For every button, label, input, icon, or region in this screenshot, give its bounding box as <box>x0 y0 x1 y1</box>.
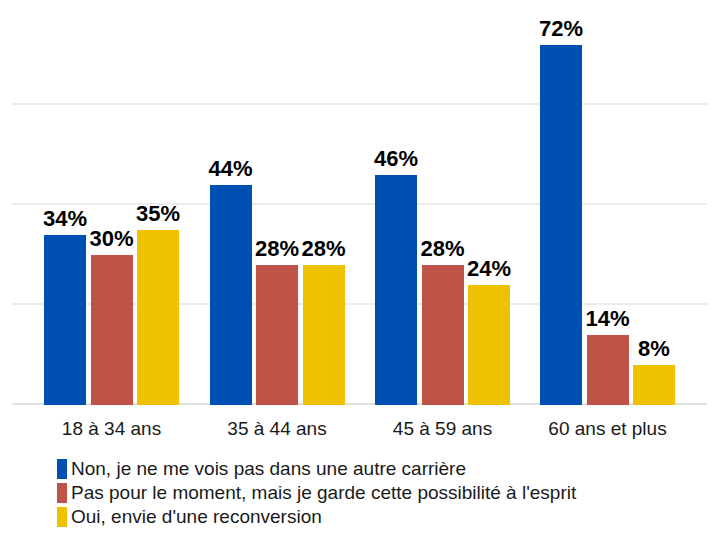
legend-swatch <box>57 483 67 503</box>
bar <box>633 365 675 405</box>
bar-value-label: 72% <box>516 17 606 41</box>
x-axis-label: 45 à 59 ans <box>393 418 492 440</box>
legend-item-label: Non, je ne me vois pas dans une autre ca… <box>71 457 466 481</box>
legend-item: Pas pour le moment, mais je garde cette … <box>57 481 576 505</box>
bar <box>210 185 252 405</box>
bar <box>91 255 133 405</box>
bar-value-label: 46% <box>351 147 441 171</box>
legend-item-label: Oui, envie d'une reconversion <box>71 505 322 529</box>
bar-value-label: 8% <box>609 337 699 361</box>
bar-value-label: 44% <box>186 157 276 181</box>
x-axis-label: 18 à 34 ans <box>62 418 161 440</box>
legend-swatch <box>57 507 67 527</box>
bar-value-label: 35% <box>113 202 203 226</box>
legend-swatch <box>57 459 67 479</box>
x-axis: 18 à 34 ans 35 à 44 ans 45 à 59 ans 60 ans … <box>0 405 720 447</box>
bar-chart: 34%44%46%72%30%28%28%14%35%28%24%8% 18 à… <box>0 0 720 540</box>
bar <box>137 230 179 405</box>
legend-item: Oui, envie d'une reconversion <box>57 505 576 529</box>
x-axis-label: 60 ans et plus <box>548 418 666 440</box>
bar <box>303 265 345 405</box>
legend: Non, je ne me vois pas dans une autre ca… <box>57 457 576 529</box>
bar-value-label: 24% <box>444 257 534 281</box>
bar <box>468 285 510 405</box>
bar-value-label: 28% <box>279 237 369 261</box>
plot-area: 34%44%46%72%30%28%28%14%35%28%24%8% <box>0 0 720 405</box>
bar <box>256 265 298 405</box>
bar <box>375 175 417 405</box>
bar <box>540 45 582 405</box>
legend-item: Non, je ne me vois pas dans une autre ca… <box>57 457 576 481</box>
legend-item-label: Pas pour le moment, mais je garde cette … <box>71 481 576 505</box>
bar-value-label: 14% <box>563 307 653 331</box>
gridline <box>12 103 707 105</box>
x-axis-label: 35 à 44 ans <box>227 418 326 440</box>
bar <box>44 235 86 405</box>
bar <box>422 265 464 405</box>
